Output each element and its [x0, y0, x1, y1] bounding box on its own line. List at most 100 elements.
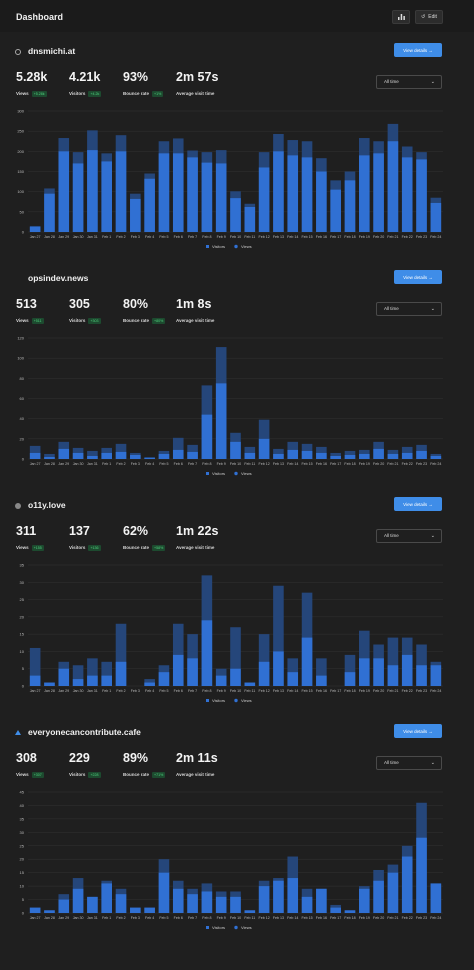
- date-range-select[interactable]: All time ⌄: [376, 302, 442, 316]
- bar-visitors[interactable]: [215, 675, 227, 686]
- bar-visitors[interactable]: [401, 452, 413, 459]
- website-name[interactable]: opsindev.news: [28, 273, 89, 283]
- bar-views[interactable]: [44, 453, 55, 459]
- bar-visitors[interactable]: [187, 658, 198, 686]
- bar-visitors[interactable]: [244, 452, 256, 459]
- bar-views[interactable]: [72, 665, 84, 686]
- bar-visitors[interactable]: [358, 453, 370, 459]
- bar-visitors[interactable]: [330, 189, 341, 232]
- bar-visitors[interactable]: [416, 837, 427, 913]
- bar-visitors[interactable]: [101, 452, 113, 459]
- bar-views[interactable]: [273, 448, 284, 459]
- bar-visitors[interactable]: [316, 452, 327, 459]
- bar-visitors[interactable]: [29, 226, 41, 232]
- bar-views[interactable]: [172, 437, 184, 459]
- bar-visitors[interactable]: [344, 910, 356, 913]
- bar-visitors[interactable]: [373, 448, 384, 459]
- bar-visitors[interactable]: [115, 151, 127, 232]
- bar-visitors[interactable]: [373, 880, 384, 913]
- bar-visitors[interactable]: [387, 141, 399, 232]
- bar-visitors[interactable]: [387, 665, 399, 686]
- bar-views[interactable]: [187, 444, 198, 459]
- bar-visitors[interactable]: [430, 202, 442, 232]
- bar-visitors[interactable]: [316, 675, 327, 686]
- bar-visitors[interactable]: [58, 899, 70, 913]
- bar-visitors[interactable]: [344, 672, 356, 686]
- bar-visitors[interactable]: [58, 448, 70, 459]
- bar-views[interactable]: [287, 658, 299, 686]
- bar-views[interactable]: [87, 658, 98, 686]
- bar-visitors[interactable]: [144, 457, 155, 459]
- bar-visitors[interactable]: [273, 880, 284, 913]
- bar-visitors[interactable]: [401, 856, 413, 913]
- bar-visitors[interactable]: [87, 896, 98, 913]
- bar-visitors[interactable]: [29, 452, 41, 459]
- bar-visitors[interactable]: [244, 910, 256, 913]
- bar-visitors[interactable]: [215, 383, 227, 459]
- bar-visitors[interactable]: [29, 675, 41, 686]
- bar-visitors[interactable]: [144, 682, 155, 686]
- bar-visitors[interactable]: [87, 150, 98, 232]
- bar-visitors[interactable]: [87, 455, 98, 459]
- bar-views[interactable]: [273, 585, 284, 686]
- bar-visitors[interactable]: [144, 178, 155, 232]
- bar-visitors[interactable]: [201, 162, 213, 232]
- bar-visitors[interactable]: [287, 672, 299, 686]
- bar-visitors[interactable]: [344, 454, 356, 459]
- bar-visitors[interactable]: [330, 455, 341, 459]
- bar-visitors[interactable]: [187, 451, 198, 459]
- bar-visitors[interactable]: [301, 450, 313, 459]
- edit-button[interactable]: ↺ Edit: [415, 10, 443, 24]
- bar-visitors[interactable]: [230, 441, 241, 459]
- bar-visitors[interactable]: [158, 453, 170, 459]
- bar-visitors[interactable]: [244, 682, 256, 686]
- bar-visitors[interactable]: [44, 456, 55, 459]
- bar-visitors[interactable]: [287, 155, 299, 232]
- bar-visitors[interactable]: [158, 872, 170, 913]
- date-range-select[interactable]: All time ⌄: [376, 756, 442, 770]
- bar-visitors[interactable]: [201, 620, 213, 686]
- bar-visitors[interactable]: [358, 888, 370, 913]
- bar-visitors[interactable]: [373, 153, 384, 232]
- bar-visitors[interactable]: [101, 675, 113, 686]
- bar-visitors[interactable]: [387, 872, 399, 913]
- bar-views[interactable]: [115, 623, 127, 686]
- bar-visitors[interactable]: [358, 155, 370, 232]
- bar-visitors[interactable]: [187, 894, 198, 913]
- bar-visitors[interactable]: [430, 883, 442, 913]
- bar-visitors[interactable]: [72, 452, 84, 459]
- bar-views[interactable]: [316, 658, 327, 686]
- bar-visitors[interactable]: [258, 661, 270, 686]
- bar-visitors[interactable]: [172, 654, 184, 686]
- chart-toggle-button[interactable]: [392, 10, 410, 24]
- bar-visitors[interactable]: [72, 888, 84, 913]
- bar-visitors[interactable]: [373, 658, 384, 686]
- bar-visitors[interactable]: [130, 454, 141, 459]
- bar-visitors[interactable]: [301, 157, 313, 232]
- date-range-select[interactable]: All time ⌄: [376, 529, 442, 543]
- bar-visitors[interactable]: [416, 159, 427, 232]
- bar-visitors[interactable]: [273, 151, 284, 232]
- bar-visitors[interactable]: [87, 675, 98, 686]
- bar-visitors[interactable]: [287, 878, 299, 913]
- bar-visitors[interactable]: [130, 907, 141, 913]
- website-name[interactable]: everyonecancontribute.cafe: [28, 727, 141, 737]
- bar-visitors[interactable]: [58, 151, 70, 232]
- bar-views[interactable]: [258, 634, 270, 686]
- bar-views[interactable]: [387, 637, 399, 686]
- bar-visitors[interactable]: [258, 167, 270, 232]
- bar-visitors[interactable]: [430, 455, 442, 459]
- bar-visitors[interactable]: [130, 198, 141, 232]
- bar-visitors[interactable]: [201, 891, 213, 913]
- date-range-select[interactable]: All time ⌄: [376, 75, 442, 89]
- bar-visitors[interactable]: [301, 896, 313, 913]
- bar-visitors[interactable]: [187, 157, 198, 232]
- bar-views[interactable]: [230, 627, 241, 686]
- bar-visitors[interactable]: [358, 658, 370, 686]
- view-details-button[interactable]: View details →: [394, 43, 442, 57]
- bar-visitors[interactable]: [101, 883, 113, 913]
- view-details-button[interactable]: View details →: [394, 497, 442, 511]
- bar-visitors[interactable]: [301, 637, 313, 686]
- bar-visitors[interactable]: [330, 907, 341, 913]
- bar-visitors[interactable]: [273, 453, 284, 459]
